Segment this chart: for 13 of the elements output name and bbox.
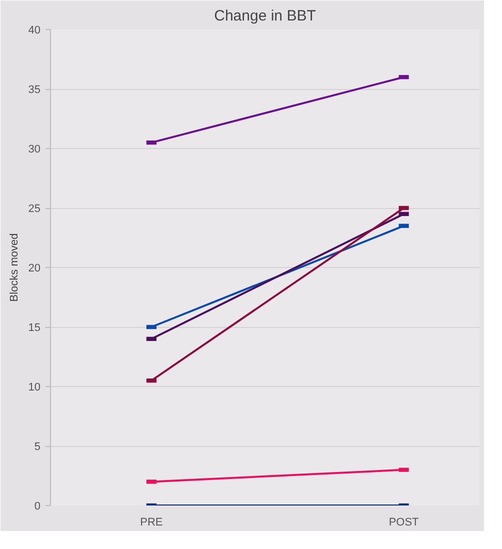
- y-tick-label: 35: [28, 84, 41, 96]
- x-tick-label: PRE: [140, 516, 163, 528]
- x-tick-label: POST: [388, 516, 420, 528]
- y-tick-label: 20: [28, 262, 41, 274]
- y-tick-label: 15: [28, 322, 41, 334]
- y-tick-label: 30: [28, 144, 41, 156]
- y-tick-label: 10: [28, 382, 41, 394]
- y-tick-label: 0: [34, 500, 41, 512]
- y-tick-label: 40: [28, 24, 41, 36]
- y-tick-label: 5: [34, 441, 41, 453]
- chart-title: Change in BBT: [214, 8, 316, 24]
- y-tick-label: 25: [28, 203, 41, 215]
- y-axis-title: Blocks moved: [8, 233, 20, 302]
